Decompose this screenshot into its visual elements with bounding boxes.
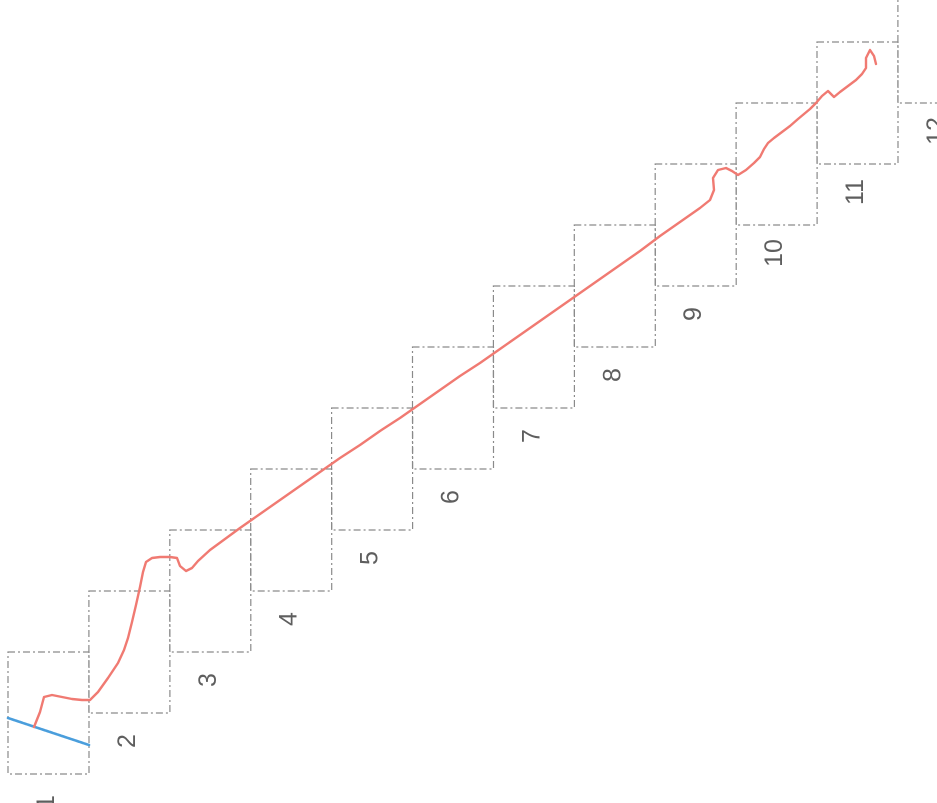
- sheet-frame-5: [331, 407, 414, 531]
- sheet-label-6: 6: [437, 490, 465, 504]
- sheet-frame-6: [411, 346, 495, 470]
- sheet-frame-1: [7, 651, 90, 775]
- sheet-label-8: 8: [598, 368, 626, 382]
- sheet-frame-12: [897, 0, 937, 104]
- sheet-label-12: 12: [922, 117, 937, 145]
- sheet-label-7: 7: [517, 429, 545, 443]
- sheet-label-9: 9: [679, 307, 707, 321]
- sheet-index-grid: [7, 0, 937, 775]
- sheet-label-4: 4: [275, 612, 303, 626]
- access-route-line: [6, 716, 91, 747]
- sheet-frame-8: [573, 224, 656, 348]
- sheet-label-10: 10: [760, 239, 788, 267]
- sheet-label-3: 3: [194, 673, 222, 687]
- sheet-frame-4: [250, 468, 333, 592]
- sheet-label-1: 1: [32, 795, 60, 803]
- sheet-frame-11: [816, 41, 899, 165]
- sheet-frame-3: [169, 529, 252, 653]
- sheet-label-5: 5: [356, 551, 384, 565]
- sheet-label-2: 2: [113, 734, 141, 748]
- sheet-frame-10: [735, 102, 818, 226]
- sheet-frame-9: [654, 163, 737, 287]
- sheet-frame-2: [88, 590, 171, 714]
- main-route-line: [32, 48, 878, 729]
- sheet-label-11: 11: [841, 179, 869, 205]
- sheet-frame-7: [492, 285, 575, 409]
